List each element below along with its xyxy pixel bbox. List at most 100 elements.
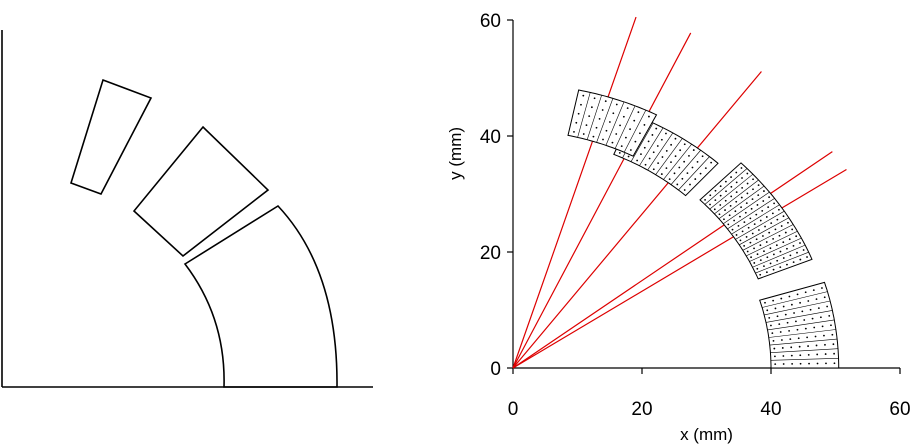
- block-1-point: [823, 296, 826, 299]
- block-4-point: [637, 111, 640, 114]
- x-tick-label: 20: [631, 399, 652, 420]
- block-4-point: [629, 149, 632, 151]
- block-4-point: [619, 124, 621, 127]
- block-1-strand: [770, 358, 839, 361]
- x-axis-label: x (mm): [680, 425, 733, 444]
- block-1-point: [828, 314, 831, 317]
- ray-line: [512, 169, 847, 369]
- block-2-point: [724, 180, 727, 183]
- block-1-point: [790, 354, 793, 357]
- block-4-point: [585, 124, 588, 127]
- block-2-point: [745, 236, 748, 238]
- block-2-point: [772, 268, 775, 271]
- block-4-strand: [577, 92, 591, 138]
- block-1-point: [774, 307, 777, 310]
- block-2-point: [778, 208, 780, 211]
- block-1-point: [768, 316, 771, 319]
- block-1-point: [780, 297, 783, 300]
- block-2-strand: [739, 217, 789, 246]
- block-1-point: [788, 329, 790, 332]
- block-2-point: [767, 206, 770, 209]
- block-2-point: [765, 241, 768, 243]
- block-2-point: [770, 222, 773, 225]
- block-2-strand: [723, 191, 770, 225]
- block-2-point: [741, 186, 744, 189]
- block-3-point: [655, 127, 658, 130]
- block-4-point: [580, 103, 582, 106]
- block-2-point: [802, 249, 805, 251]
- block-2-point: [799, 242, 801, 244]
- block-1-point: [764, 301, 766, 304]
- block-3-strand: [670, 150, 701, 185]
- block-1-strand: [770, 348, 839, 354]
- block-2-point: [786, 263, 788, 266]
- block-1-point: [771, 332, 774, 335]
- block-2-point: [735, 234, 738, 236]
- block-2-point: [746, 250, 749, 253]
- block-3-point: [689, 183, 691, 186]
- block-3-point: [660, 138, 663, 141]
- block-2-point: [799, 258, 802, 261]
- block-4-point: [582, 133, 585, 135]
- block-2-point: [784, 231, 787, 234]
- block-middle: [132, 125, 270, 258]
- block-3-strand: [655, 138, 683, 175]
- block-3-strand: [647, 132, 674, 171]
- block-3-point: [681, 177, 684, 180]
- block-1-point: [823, 334, 825, 337]
- block-2-point: [725, 190, 727, 193]
- block-2-point: [780, 225, 783, 227]
- block-4-point: [573, 130, 575, 133]
- block-4-point: [575, 121, 578, 124]
- block-2-point: [751, 232, 754, 235]
- block-3-point: [673, 172, 676, 175]
- block-2-point: [757, 229, 760, 231]
- block-4-point: [620, 145, 623, 148]
- block-3-point: [668, 178, 671, 181]
- block-4-point: [629, 128, 631, 131]
- block-4-strand: [605, 101, 625, 146]
- block-4-point: [643, 124, 646, 126]
- block-4-point: [593, 97, 596, 100]
- block-2-point: [740, 196, 743, 199]
- block-2-point: [782, 257, 785, 259]
- block-3-point: [661, 156, 664, 158]
- block-3-point: [688, 154, 690, 157]
- block-1-point: [781, 347, 784, 349]
- block-2-point: [765, 271, 768, 274]
- block-2-point: [752, 188, 754, 191]
- block-4-point: [588, 115, 591, 118]
- block-3-strand: [639, 127, 664, 166]
- block-2-point: [796, 251, 798, 254]
- block-3-point: [665, 167, 668, 170]
- block-2-point: [723, 218, 725, 221]
- block-4-point: [598, 117, 601, 120]
- block-2-point: [759, 244, 762, 247]
- block-1-point: [778, 323, 781, 326]
- block-1-point: [786, 321, 789, 324]
- block-1-point: [772, 339, 775, 342]
- block-3-strand: [630, 122, 654, 162]
- block-1-point: [824, 343, 826, 346]
- block-3-point: [676, 183, 679, 186]
- block-1-point: [791, 362, 794, 365]
- block-2-point: [714, 199, 717, 201]
- block-1-point: [766, 309, 769, 312]
- block-1-point: [782, 363, 785, 365]
- block-2-point: [768, 231, 771, 234]
- block-2-point: [730, 185, 733, 188]
- block-2-strand: [704, 168, 748, 205]
- block-1-point: [816, 362, 819, 365]
- block-4-point: [611, 141, 614, 144]
- block-1-point: [804, 291, 807, 294]
- block-2-point: [746, 192, 749, 195]
- y-axis-label: y (mm): [446, 127, 465, 180]
- block-2-point: [747, 226, 750, 229]
- block-4-point: [626, 107, 629, 110]
- block-4-point: [604, 100, 607, 103]
- block-3-point: [648, 157, 651, 160]
- block-2-point: [769, 247, 772, 250]
- block-2-point: [779, 266, 782, 269]
- block-2-strand: [727, 198, 775, 230]
